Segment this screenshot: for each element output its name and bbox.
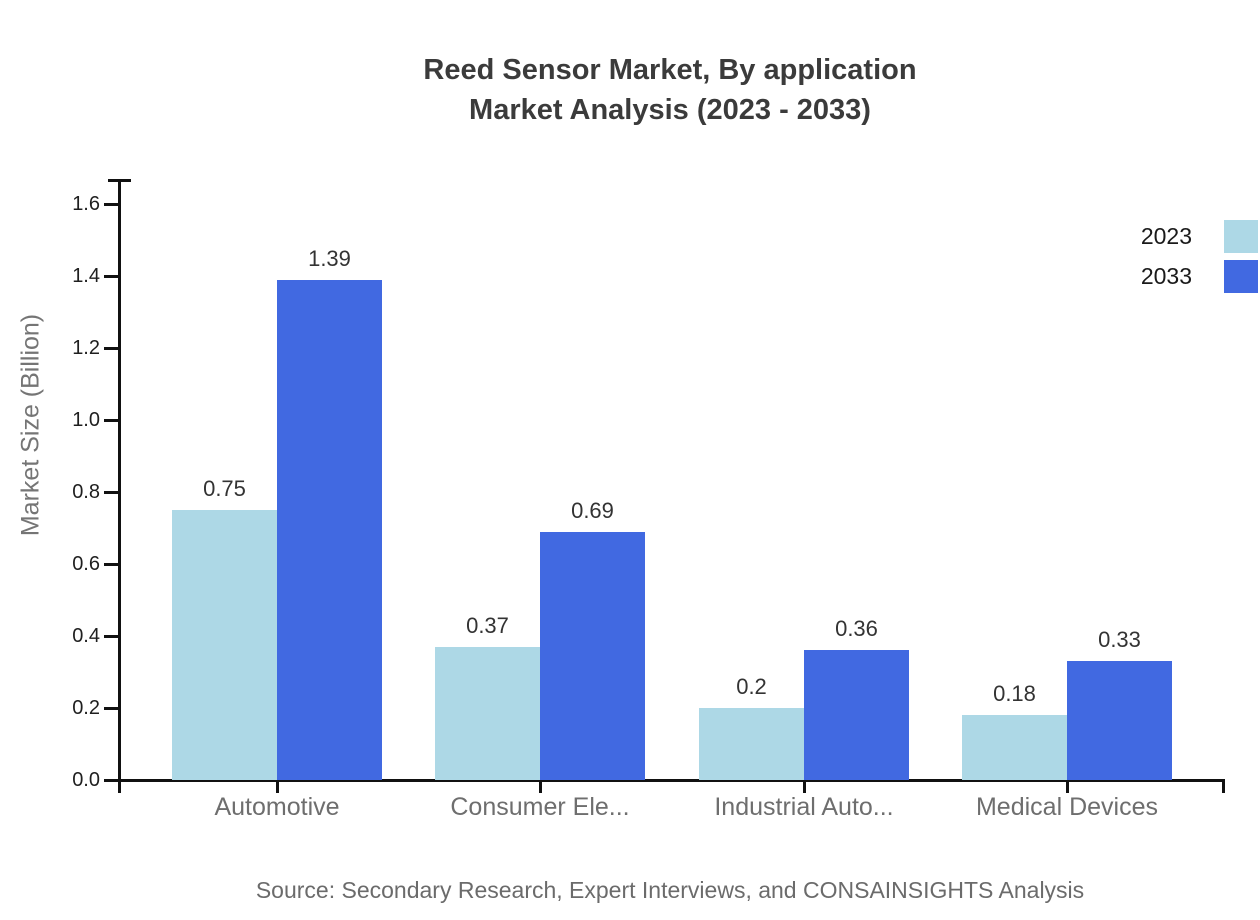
bar-2023-medical-devices: [962, 715, 1067, 780]
x-tick-mark: [276, 779, 279, 793]
y-tick-label: 0.8: [72, 481, 100, 503]
bar-value-label: 0.33: [1098, 627, 1141, 652]
source-note: Source: Secondary Research, Expert Inter…: [255, 877, 1085, 903]
y-tick-mark: [104, 563, 118, 566]
bar-2033-medical-devices: [1067, 661, 1172, 780]
y-tick-mark: [104, 419, 118, 422]
y-tick-label: 0.6: [72, 553, 100, 575]
y-axis-end-cap: [108, 179, 131, 182]
x-category-label: Medical Devices: [975, 793, 1158, 821]
y-tick-mark: [104, 779, 118, 782]
x-category-label: Industrial Auto...: [714, 793, 894, 821]
bar-2023-consumer-ele-: [435, 647, 540, 780]
x-category-label: Automotive: [214, 793, 340, 821]
x-tick-mark: [1066, 779, 1069, 793]
y-tick-mark: [104, 491, 118, 494]
bar-value-label: 0.69: [571, 498, 614, 523]
bar-value-label: 0.18: [993, 681, 1036, 706]
x-axis-end-cap: [1222, 779, 1225, 793]
y-tick-mark: [104, 635, 118, 638]
y-tick-mark: [104, 707, 118, 710]
y-tick-mark: [104, 275, 118, 278]
bar-2033-industrial-auto-: [804, 650, 909, 780]
y-tick-mark: [104, 347, 118, 350]
x-tick-mark: [803, 779, 806, 793]
bar-value-label: 0.36: [835, 616, 878, 641]
bar-2033-consumer-ele-: [540, 532, 645, 780]
chart-title: Reed Sensor Market, By application Marke…: [423, 50, 916, 130]
bar-value-label: 0.75: [203, 476, 246, 501]
y-tick-label: 0.0: [72, 769, 100, 791]
y-tick-label: 0.4: [72, 625, 100, 647]
chart-title-line2: Market Analysis (2023 - 2033): [469, 94, 871, 126]
bar-value-label: 0.2: [736, 674, 767, 699]
y-tick-label: 1.2: [72, 337, 100, 359]
y-axis-line: [118, 179, 121, 793]
bar-value-label: 0.37: [466, 613, 509, 638]
x-axis-line: [104, 779, 1225, 782]
y-tick-label: 1.0: [72, 409, 100, 431]
y-tick-label: 1.4: [72, 265, 100, 287]
chart-title-line1: Reed Sensor Market, By application: [423, 54, 917, 86]
bar-value-label: 1.39: [308, 246, 351, 271]
bar-2023-automotive: [172, 510, 277, 780]
bar-2033-automotive: [277, 280, 382, 780]
x-tick-mark: [539, 779, 542, 793]
x-category-label: Consumer Ele...: [450, 793, 630, 821]
bar-2023-industrial-auto-: [699, 708, 804, 780]
y-tick-label: 0.2: [72, 697, 100, 719]
y-tick-mark: [104, 203, 118, 206]
y-tick-label: 1.6: [72, 193, 100, 215]
